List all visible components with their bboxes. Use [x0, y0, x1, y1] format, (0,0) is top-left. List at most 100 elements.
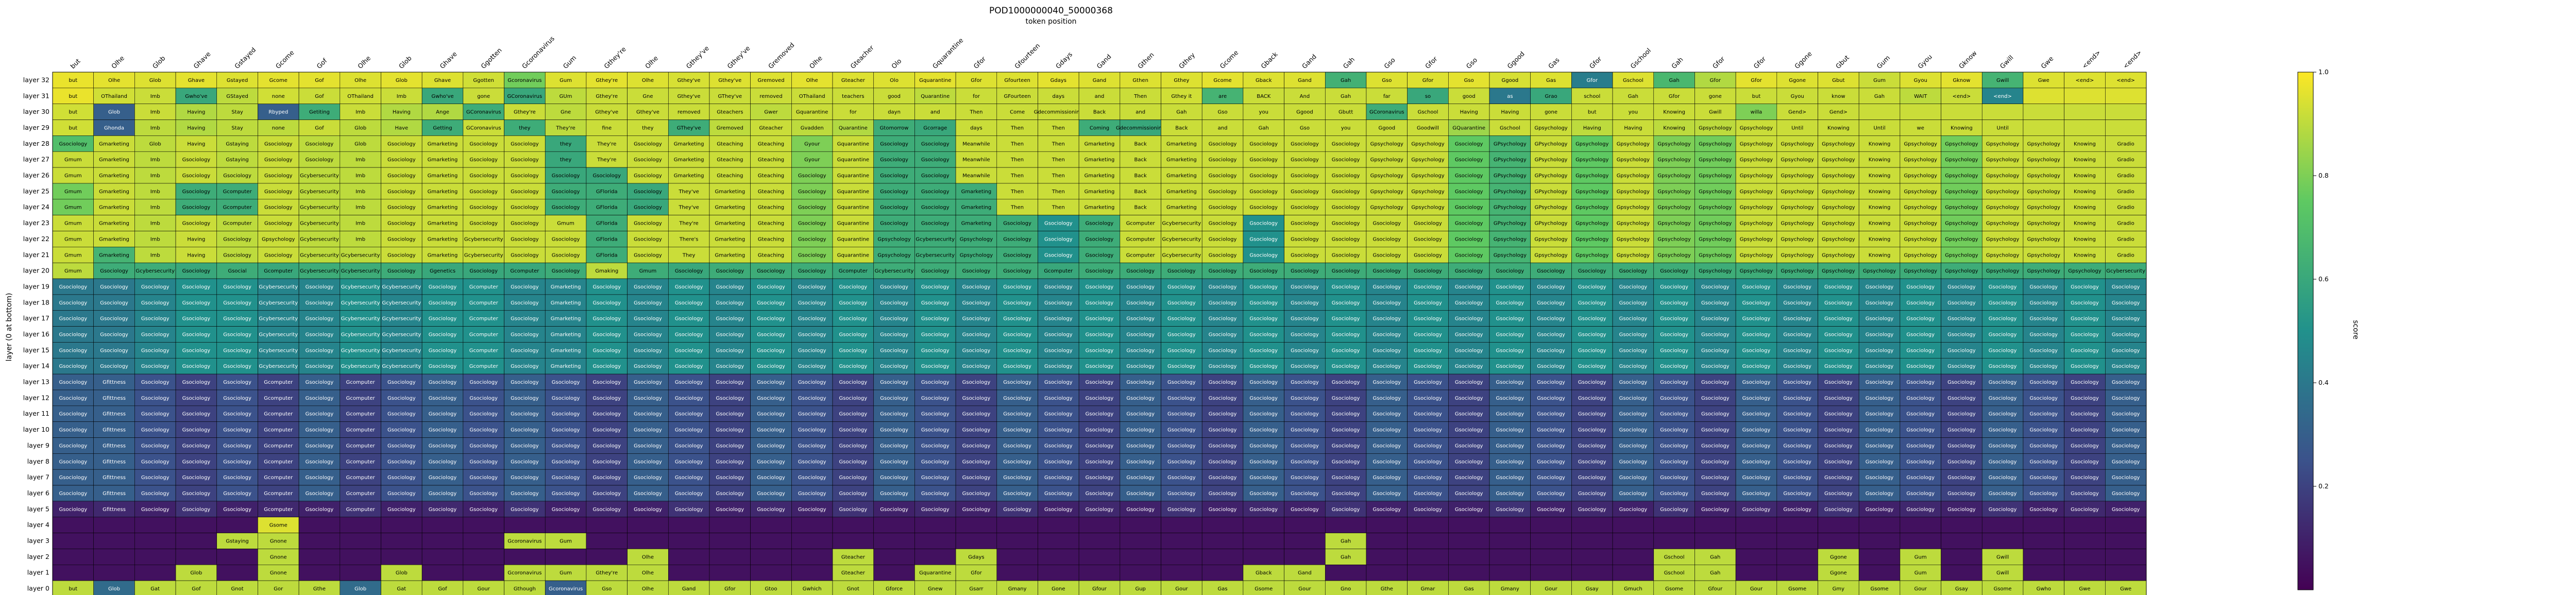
- cell-label: you: [1341, 125, 1350, 131]
- heatmap-cell: [2064, 373, 2106, 390]
- cell-label: Gmarketing: [428, 157, 458, 163]
- heatmap-cell: [545, 120, 587, 136]
- cell-label: They're: [597, 141, 616, 147]
- cell-label: Gsociology: [1496, 316, 1524, 322]
- x-tick-label: Olhe: [356, 54, 372, 70]
- heatmap-cell: [1489, 310, 1531, 327]
- heatmap-cell: [586, 326, 628, 343]
- cell-label: Gsociology: [223, 284, 251, 290]
- heatmap-cell: [1120, 517, 1161, 533]
- cell-label: Gsociology: [387, 428, 416, 433]
- heatmap-cell: [504, 120, 546, 136]
- cell-label: Gsociology: [1332, 300, 1360, 306]
- y-tick-label: layer 7: [27, 473, 49, 481]
- heatmap-cell: [52, 199, 94, 215]
- heatmap-cell: [504, 405, 546, 422]
- heatmap-cell: [421, 373, 464, 390]
- cell-label: Gsociology: [1455, 443, 1483, 449]
- cell-label: Gpsychology: [1617, 236, 1650, 242]
- heatmap-cell: [2064, 88, 2106, 104]
- heatmap-cell: [298, 278, 341, 295]
- cell-label: Gsociology: [1455, 428, 1483, 433]
- cell-label: Gsociology: [1086, 332, 1114, 338]
- heatmap-cell: [298, 405, 341, 422]
- cell-label: Gsociology: [675, 412, 703, 417]
- heatmap-cell: [586, 533, 628, 549]
- heatmap-cell: [1366, 549, 1408, 565]
- cell-label: Come: [1010, 110, 1025, 115]
- cell-label: Getting: [433, 125, 452, 131]
- heatmap-cell: [1571, 389, 1613, 406]
- heatmap-cell: [504, 72, 546, 89]
- heatmap-cell: [1325, 215, 1367, 231]
- cell-label: Gsociology: [1660, 443, 1688, 449]
- heatmap-cell: [873, 120, 915, 136]
- cell-label: Gpsychology: [1657, 173, 1690, 179]
- heatmap-cell: [668, 151, 710, 168]
- cell-label: Gmarketing: [551, 316, 581, 322]
- y-tick-label: layer 11: [23, 410, 49, 417]
- x-tick-label: Gfor: [1711, 55, 1726, 70]
- cell-label: Gpsychology: [2027, 205, 2060, 211]
- cell-label: Gsociology: [1332, 348, 1360, 353]
- heatmap-cell: [1776, 358, 1818, 375]
- cell-label: Gcybersecurity: [300, 236, 339, 242]
- cell-label: Gsociology: [1660, 332, 1688, 338]
- heatmap-cell: [1818, 104, 1859, 120]
- cell-label: Gsociology: [1332, 491, 1360, 497]
- heatmap-cell: [1735, 533, 1777, 549]
- heatmap-cell: [1530, 135, 1572, 152]
- colorbar: [2297, 72, 2314, 590]
- heatmap-cell: [545, 167, 587, 184]
- cell-label: Gthey're: [596, 570, 618, 576]
- heatmap-cell: [1941, 231, 1982, 247]
- cell-label: Gsociology: [1455, 459, 1483, 465]
- heatmap-cell: [832, 373, 874, 390]
- cell-label: Back: [1134, 205, 1147, 211]
- heatmap-cell: [134, 405, 176, 422]
- heatmap-cell: [955, 167, 997, 184]
- cell-label: Gcybersecurity: [1162, 221, 1201, 227]
- cell-label: Gsociology: [1291, 491, 1319, 497]
- cell-label: Gmarketing: [551, 300, 581, 306]
- heatmap-cell: [996, 247, 1038, 263]
- cell-label: Imb: [150, 125, 160, 131]
- heatmap-cell: [873, 72, 915, 89]
- cell-label: Gteaching: [758, 221, 784, 227]
- cell-label: Gsociology: [592, 475, 621, 481]
- cell-label: Gsociology: [757, 475, 785, 481]
- heatmap-cell: [1284, 278, 1326, 295]
- cell-label: Gremoved: [717, 125, 743, 131]
- cell-label: GPsychology: [1535, 173, 1568, 179]
- cell-label: Gsociology: [839, 475, 868, 481]
- heatmap-cell: [750, 326, 792, 343]
- heatmap-cell: [832, 262, 874, 279]
- cell-label: Gsociology: [141, 348, 170, 353]
- cell-label: Gsociology: [1866, 364, 1894, 369]
- cell-label: Gpsychology: [1575, 221, 1608, 227]
- cell-label: Gcomputer: [469, 284, 499, 290]
- cell-label: Gsociology: [2112, 284, 2140, 290]
- cell-label: Gsociology: [2071, 396, 2099, 401]
- cell-label: Gcoronavirus: [507, 78, 541, 83]
- heatmap-cell: [1489, 565, 1531, 581]
- cell-label: Gsociology: [141, 284, 170, 290]
- cell-label: Gsociology: [716, 332, 744, 338]
- cell-label: they: [642, 125, 653, 131]
- cell-label: Gsociology: [962, 268, 991, 274]
- cell-label: Gsociology: [716, 380, 744, 385]
- cell-label: Gsociology: [264, 173, 293, 179]
- cell-label: good: [1463, 94, 1476, 99]
- heatmap-cell: [709, 549, 751, 565]
- cell-label: Gcybersecurity: [341, 348, 380, 353]
- cell-label: Gsociology: [1947, 396, 1976, 401]
- cell-label: Gcomputer: [346, 428, 376, 433]
- heatmap-cell: [52, 231, 94, 247]
- heatmap-cell: [52, 533, 94, 549]
- cell-label: Gsome: [1871, 586, 1889, 592]
- cell-label: Gsociology: [306, 459, 334, 465]
- heatmap-cell: [1201, 421, 1244, 438]
- x-tick-label: Gcome: [1218, 48, 1240, 70]
- heatmap-cell: [1694, 231, 1736, 247]
- heatmap-cell: [709, 72, 751, 89]
